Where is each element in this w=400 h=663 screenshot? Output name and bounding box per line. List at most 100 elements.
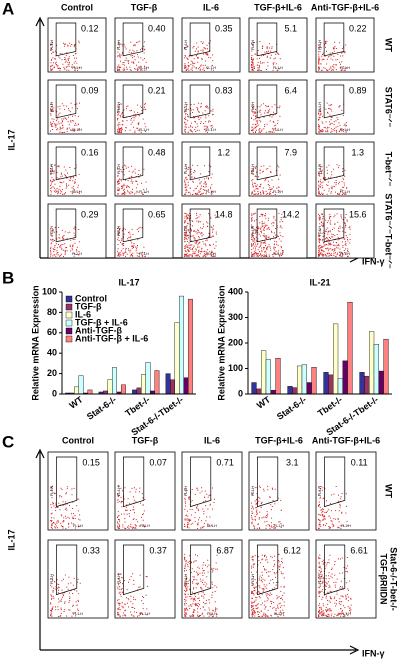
y-tick-label: 20 bbox=[47, 368, 57, 378]
flow-plot bbox=[181, 17, 241, 73]
column-header: IL-6 bbox=[204, 435, 220, 445]
y-tick-label: 100 bbox=[228, 363, 243, 373]
bar bbox=[256, 388, 262, 395]
flow-plot bbox=[181, 539, 243, 619]
plot-axis-label: FL1-H bbox=[73, 524, 83, 528]
panel-letter: C bbox=[2, 432, 14, 451]
bar bbox=[311, 367, 317, 395]
flow-plot bbox=[315, 17, 375, 73]
plot-axis-label: FL4-H bbox=[50, 102, 54, 112]
row-label: TGF-βRIIDN bbox=[379, 554, 389, 605]
legend-swatch bbox=[65, 295, 73, 303]
bar bbox=[378, 370, 384, 395]
bar bbox=[165, 373, 171, 395]
flow-events bbox=[318, 486, 349, 529]
gate-percent: 14.2 bbox=[282, 209, 300, 219]
axis-label: IL-17 bbox=[6, 129, 16, 150]
flow-events bbox=[318, 213, 351, 257]
plot-axis-label: FL4-H bbox=[318, 226, 322, 236]
flow-plot bbox=[248, 17, 308, 73]
gate bbox=[123, 456, 145, 508]
gate bbox=[189, 146, 211, 181]
gate-percent: 3.1 bbox=[286, 457, 299, 467]
plot-axis-label: FL4-H bbox=[117, 164, 121, 174]
plot-axis-label: FL4-H bbox=[318, 574, 322, 584]
flow-events bbox=[251, 553, 285, 617]
gate-percent: 7.9 bbox=[285, 147, 298, 157]
gate bbox=[55, 208, 77, 243]
row-label: STAT6⁻ᐟ⁻ bbox=[384, 87, 394, 128]
gate-percent: 6.87 bbox=[216, 545, 234, 555]
gate-percent: 0.83 bbox=[215, 85, 233, 95]
plot-axis-label: FL1-H bbox=[72, 66, 82, 70]
gate-percent: 6.61 bbox=[350, 545, 368, 555]
plot-axis-label: FL1-H bbox=[273, 190, 283, 194]
flow-plot bbox=[47, 451, 109, 531]
y-tick-label: 200 bbox=[228, 337, 243, 347]
axis-label: IFN-γ bbox=[362, 648, 385, 658]
bar bbox=[383, 338, 389, 395]
flow-plot bbox=[315, 79, 375, 135]
plot-axis-label: FL1-H bbox=[206, 66, 216, 70]
gate bbox=[123, 544, 145, 596]
flow-events bbox=[251, 103, 281, 133]
flow-plot bbox=[248, 141, 308, 197]
x-tick-label: WT bbox=[67, 394, 85, 411]
x-tick-label: WT bbox=[255, 394, 273, 411]
bar bbox=[145, 362, 151, 395]
column-header: TGF-β+IL-6 bbox=[254, 2, 302, 12]
gate bbox=[189, 84, 211, 119]
bar bbox=[373, 344, 380, 395]
gate-percent: 0.22 bbox=[349, 23, 367, 33]
legend-label: Anti-TGF-β + IL-6 bbox=[75, 333, 148, 343]
y-tick-label: 60 bbox=[47, 327, 57, 337]
gate-percent: 6.4 bbox=[285, 85, 298, 95]
plot-axis-label: FL1-H bbox=[139, 252, 149, 256]
flow-plot bbox=[248, 203, 308, 259]
plot-axis-label: FL4-H bbox=[184, 102, 188, 112]
gate-percent: 0.40 bbox=[148, 23, 166, 33]
flow-events bbox=[184, 164, 213, 195]
flow-events bbox=[117, 164, 147, 195]
panel-letter: B bbox=[2, 268, 14, 287]
gate bbox=[256, 146, 278, 181]
flow-events bbox=[251, 165, 281, 195]
bar bbox=[323, 372, 329, 395]
flow-plot bbox=[114, 203, 174, 259]
flow-events bbox=[50, 102, 80, 133]
gate bbox=[56, 456, 78, 508]
plot-axis-label: FL1-H bbox=[274, 524, 284, 528]
plot-axis-label: FL4-H bbox=[318, 486, 322, 496]
plot-axis-label: FL1-H bbox=[274, 612, 284, 616]
flow-events bbox=[184, 212, 217, 257]
flow-events bbox=[251, 41, 281, 71]
axis-arrow bbox=[35, 448, 360, 655]
gate bbox=[189, 208, 211, 243]
bar bbox=[292, 387, 298, 395]
bar bbox=[174, 322, 180, 395]
row-label: WT bbox=[384, 484, 394, 498]
gate bbox=[55, 84, 77, 119]
bar bbox=[187, 298, 193, 395]
bar bbox=[87, 389, 93, 395]
plot-axis-label: FL4-H bbox=[117, 102, 121, 112]
column-header: Anti-TGF-β+IL-6 bbox=[311, 2, 379, 12]
gate-percent: 0.35 bbox=[215, 23, 233, 33]
gate bbox=[256, 84, 278, 119]
gate-percent: 15.6 bbox=[349, 209, 367, 219]
plot-axis-label: FL1-H bbox=[139, 190, 149, 194]
plot-axis-label: FL4-H bbox=[318, 40, 322, 50]
y-axis-label: Relative mRNA Expression bbox=[30, 285, 40, 400]
bar bbox=[328, 374, 334, 395]
bar bbox=[301, 364, 308, 395]
bar bbox=[136, 387, 142, 395]
plot-axis-label: FL4-H bbox=[117, 226, 121, 236]
y-tick-label: 400 bbox=[228, 286, 243, 296]
column-header: IL-6 bbox=[203, 2, 219, 12]
flow-plot bbox=[248, 451, 310, 531]
row-label: WT bbox=[384, 38, 394, 52]
plot-axis-label: FL1-H bbox=[139, 128, 149, 132]
y-tick-label: 0 bbox=[52, 388, 57, 398]
bar bbox=[74, 386, 79, 395]
y-axis-label: Relative mRNA Expression bbox=[216, 285, 226, 400]
